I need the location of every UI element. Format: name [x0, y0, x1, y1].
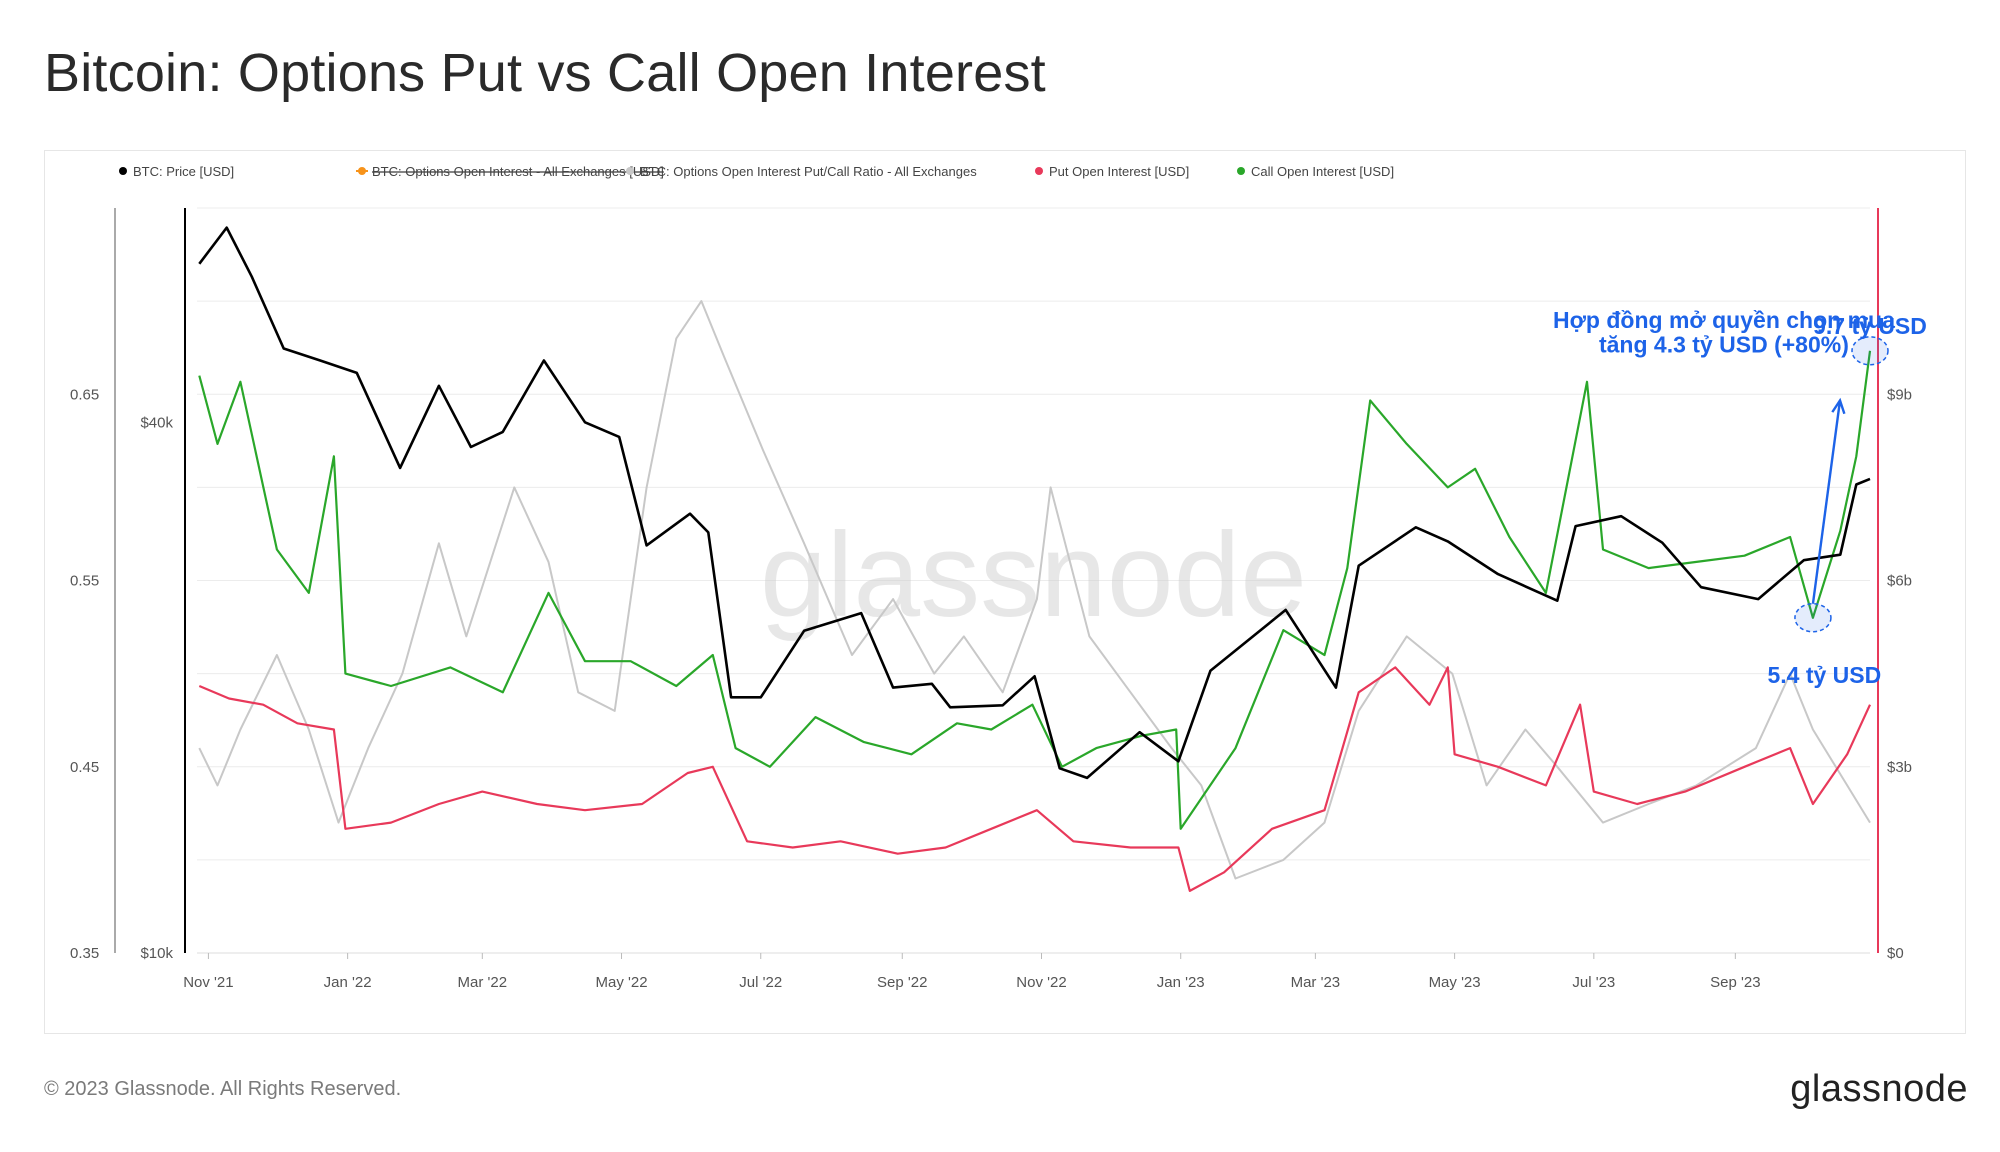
ratio-series-line — [198, 300, 1871, 880]
ratio-tick-label: 0.65 — [70, 386, 99, 403]
watermark-text: glassnode — [760, 508, 1307, 642]
x-tick-label: Jan '22 — [324, 974, 372, 991]
legend-marker — [119, 167, 127, 175]
legend-label: BTC: Options Open Interest - All Exchang… — [372, 164, 664, 179]
x-tick-label: Jul '23 — [1572, 974, 1615, 991]
call-oi-series-line — [198, 350, 1872, 830]
legend-marker — [1035, 167, 1043, 175]
ratio-tick-label: 0.45 — [70, 759, 99, 776]
glassnode-logo: glassnode — [1790, 1068, 1968, 1110]
annotation-arrow-shaft — [1811, 400, 1842, 604]
annotation-text: 5.4 tỷ USD — [1767, 662, 1881, 688]
put-oi-series-line — [198, 666, 1871, 892]
price-tick-label: $40k — [140, 414, 173, 431]
x-tick-label: Mar '23 — [1291, 974, 1341, 991]
gridlines — [197, 207, 1870, 954]
x-tick-label: Mar '22 — [458, 974, 508, 991]
copyright-text: © 2023 Glassnode. All Rights Reserved. — [44, 1078, 402, 1100]
legend-label: BTC: Price [USD] — [133, 164, 234, 179]
x-tick-label: Jan '23 — [1157, 974, 1205, 991]
annotation-text: 9.7 tỷ USD — [1813, 313, 1927, 339]
legend-label: BTC: Options Open Interest Put/Call Rati… — [640, 164, 977, 179]
legend-label: Call Open Interest [USD] — [1251, 164, 1394, 179]
x-tick-label: Jul '22 — [739, 974, 782, 991]
annotation-text: Hợp đồng mở quyền chọn mua — [1553, 307, 1895, 333]
x-tick-label: Sep '23 — [1710, 974, 1760, 991]
price-series-line — [198, 226, 1871, 780]
oi-tick-label: $0 — [1887, 945, 1904, 962]
x-tick-label: Nov '22 — [1016, 974, 1066, 991]
x-tick-label: May '23 — [1429, 974, 1481, 991]
x-tick-label: Sep '22 — [877, 974, 927, 991]
x-tick-label: May '22 — [595, 974, 647, 991]
legend-marker — [626, 167, 634, 175]
price-tick-label: $10k — [140, 945, 173, 962]
oi-tick-label: $6b — [1887, 573, 1912, 590]
highlight-ellipse — [1851, 336, 1889, 366]
highlight-ellipse — [1794, 603, 1832, 633]
x-tick-label: Nov '21 — [183, 974, 233, 991]
page-title: Bitcoin: Options Put vs Call Open Intere… — [44, 43, 1046, 103]
ratio-tick-label: 0.35 — [70, 945, 99, 962]
chart-canvas: glassnode 0.35 0.45 0.55 0.65 $10k $40k $0 $3b $6… — [70, 164, 1927, 991]
oi-tick-label: $9b — [1887, 386, 1912, 403]
annotation-text: tăng 4.3 tỷ USD (+80%) — [1599, 332, 1849, 358]
oi-tick-label: $3b — [1887, 759, 1912, 776]
legend-label: Put Open Interest [USD] — [1049, 164, 1189, 179]
chart-legend: BTC: Price [USD] BTC: Options Open Intere… — [119, 164, 1394, 179]
legend-marker — [1237, 167, 1245, 175]
ratio-tick-label: 0.55 — [70, 573, 99, 590]
chart-panel: glassnode 0.35 0.45 0.55 0.65 $10k $40k $0 $3b $6… — [44, 150, 1966, 1034]
annotation-arrow-head — [1831, 397, 1846, 415]
